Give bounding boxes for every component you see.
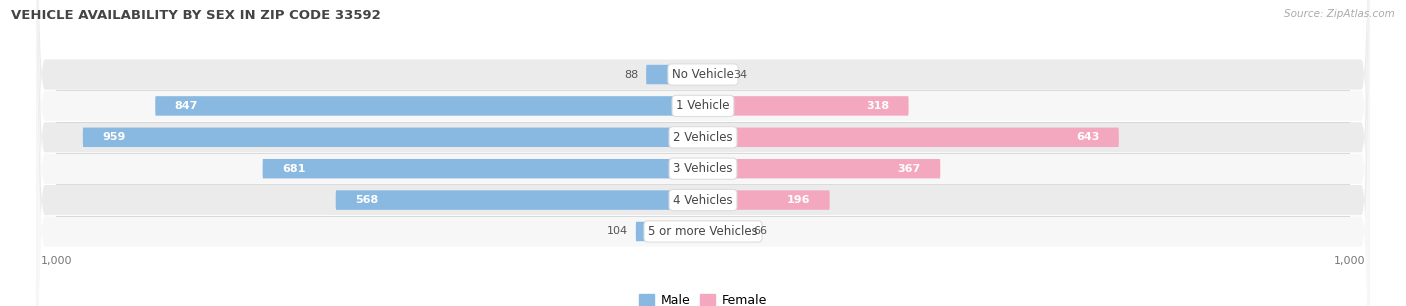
Text: 318: 318	[866, 101, 889, 111]
Text: 568: 568	[356, 195, 378, 205]
FancyBboxPatch shape	[37, 0, 1369, 306]
Text: 2 Vehicles: 2 Vehicles	[673, 131, 733, 144]
Text: 681: 681	[283, 164, 305, 174]
FancyBboxPatch shape	[703, 96, 908, 116]
FancyBboxPatch shape	[336, 190, 703, 210]
Text: 66: 66	[754, 226, 768, 237]
FancyBboxPatch shape	[37, 0, 1369, 306]
FancyBboxPatch shape	[703, 128, 1119, 147]
FancyBboxPatch shape	[703, 222, 745, 241]
Text: 5 or more Vehicles: 5 or more Vehicles	[648, 225, 758, 238]
Text: 88: 88	[624, 69, 638, 80]
Text: 104: 104	[607, 226, 628, 237]
FancyBboxPatch shape	[155, 96, 703, 116]
Text: 643: 643	[1076, 132, 1099, 142]
FancyBboxPatch shape	[263, 159, 703, 178]
FancyBboxPatch shape	[83, 128, 703, 147]
Text: 34: 34	[733, 69, 747, 80]
Text: VEHICLE AVAILABILITY BY SEX IN ZIP CODE 33592: VEHICLE AVAILABILITY BY SEX IN ZIP CODE …	[11, 9, 381, 22]
Text: 1 Vehicle: 1 Vehicle	[676, 99, 730, 112]
Text: 196: 196	[787, 195, 810, 205]
Text: 847: 847	[174, 101, 198, 111]
Text: 4 Vehicles: 4 Vehicles	[673, 194, 733, 207]
FancyBboxPatch shape	[703, 190, 830, 210]
FancyBboxPatch shape	[37, 0, 1369, 306]
FancyBboxPatch shape	[647, 65, 703, 84]
FancyBboxPatch shape	[703, 159, 941, 178]
Text: 367: 367	[897, 164, 921, 174]
FancyBboxPatch shape	[37, 0, 1369, 306]
FancyBboxPatch shape	[703, 65, 725, 84]
Text: No Vehicle: No Vehicle	[672, 68, 734, 81]
Text: 3 Vehicles: 3 Vehicles	[673, 162, 733, 175]
Text: 959: 959	[103, 132, 125, 142]
FancyBboxPatch shape	[37, 0, 1369, 306]
Text: Source: ZipAtlas.com: Source: ZipAtlas.com	[1284, 9, 1395, 19]
Legend: Male, Female: Male, Female	[640, 294, 766, 306]
FancyBboxPatch shape	[37, 0, 1369, 306]
FancyBboxPatch shape	[636, 222, 703, 241]
